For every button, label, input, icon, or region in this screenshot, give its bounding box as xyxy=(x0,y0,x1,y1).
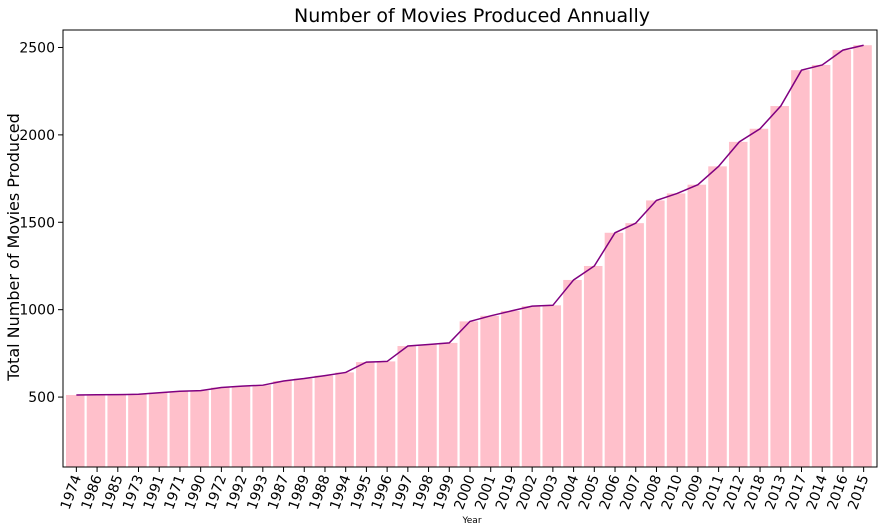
bar-1985 xyxy=(107,394,126,467)
chart-title: Number of Movies Produced Annually xyxy=(294,5,650,27)
bar-1988 xyxy=(314,375,334,467)
bar-1992 xyxy=(231,386,251,467)
bar-1972 xyxy=(211,387,230,467)
bar-1996 xyxy=(376,361,396,467)
bar-1990 xyxy=(190,390,209,467)
bar-1995 xyxy=(356,362,375,467)
trend-line xyxy=(76,44,864,396)
bar-1989 xyxy=(293,378,313,467)
bar-2017 xyxy=(791,70,810,467)
y-tick-label-1500: 1500 xyxy=(19,215,55,231)
plot-area: 5001000150020002500197419861985197319911… xyxy=(19,29,878,512)
bar-1991 xyxy=(148,392,168,467)
bar-2012 xyxy=(728,141,748,467)
bar-1997 xyxy=(397,346,417,467)
x-axis-label: Year xyxy=(461,516,481,526)
bar-2000 xyxy=(459,321,479,467)
bar-1971 xyxy=(169,391,189,467)
bar-1999 xyxy=(438,342,458,467)
bar-1994 xyxy=(335,372,354,467)
bar-2001 xyxy=(480,315,499,467)
bar-2009 xyxy=(687,184,707,467)
bar-2006 xyxy=(604,232,624,467)
y-tick-label-2000: 2000 xyxy=(19,128,55,144)
bar-2015 xyxy=(853,45,872,468)
bar-2004 xyxy=(563,279,582,467)
bar-2003 xyxy=(542,305,562,467)
bar-1987 xyxy=(273,381,292,467)
bar-1973 xyxy=(128,394,147,467)
bar-2007 xyxy=(625,223,644,467)
bar-1998 xyxy=(418,344,437,467)
bar-1974 xyxy=(66,394,85,467)
y-tick-label-1000: 1000 xyxy=(19,303,55,319)
y-tick-label-2500: 2500 xyxy=(19,40,55,56)
bar-2013 xyxy=(770,106,789,467)
bar-2011 xyxy=(708,166,727,467)
bar-2016 xyxy=(832,50,852,467)
bar-2010 xyxy=(666,193,686,467)
bar-1986 xyxy=(86,394,106,467)
bar-2014 xyxy=(811,64,831,468)
y-tick-label-500: 500 xyxy=(28,390,55,406)
bar-2008 xyxy=(646,200,665,467)
bar-1993 xyxy=(252,385,271,467)
bar-2002 xyxy=(521,306,541,467)
y-axis-label: Total Number of Movies Produced xyxy=(4,113,23,382)
bar-2018 xyxy=(749,128,769,467)
bar-2019 xyxy=(501,310,520,467)
bar-2005 xyxy=(583,265,603,467)
